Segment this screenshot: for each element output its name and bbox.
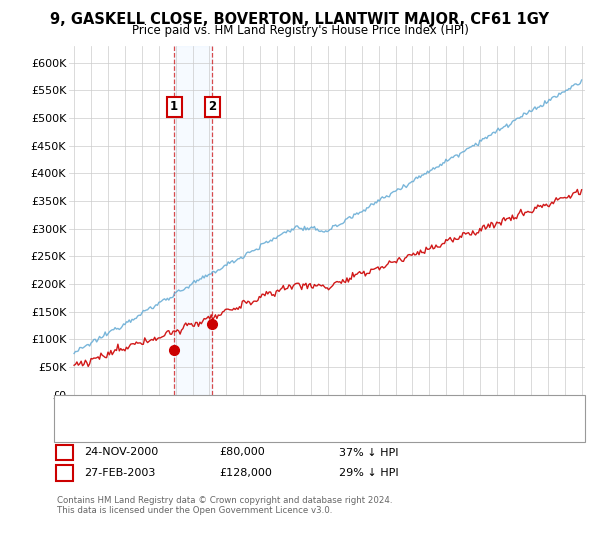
Text: 9, GASKELL CLOSE, BOVERTON, LLANTWIT MAJOR, CF61 1GY: 9, GASKELL CLOSE, BOVERTON, LLANTWIT MAJ… (50, 12, 550, 27)
Text: 2: 2 (61, 468, 68, 478)
Text: 37% ↓ HPI: 37% ↓ HPI (339, 447, 398, 458)
Text: 1: 1 (61, 447, 68, 458)
Text: 1: 1 (170, 100, 178, 114)
Text: Contains HM Land Registry data © Crown copyright and database right 2024.
This d: Contains HM Land Registry data © Crown c… (57, 496, 392, 515)
Text: 9, GASKELL CLOSE, BOVERTON, LLANTWIT MAJOR, CF61 1GY (detached house): 9, GASKELL CLOSE, BOVERTON, LLANTWIT MAJ… (93, 404, 478, 414)
Text: 27-FEB-2003: 27-FEB-2003 (84, 468, 155, 478)
Text: 24-NOV-2000: 24-NOV-2000 (84, 447, 158, 458)
Text: 2: 2 (208, 100, 217, 114)
Bar (174, 46, 212, 395)
Text: £80,000: £80,000 (219, 447, 265, 458)
Text: 29% ↓ HPI: 29% ↓ HPI (339, 468, 398, 478)
Text: Price paid vs. HM Land Registry's House Price Index (HPI): Price paid vs. HM Land Registry's House … (131, 24, 469, 37)
Text: £128,000: £128,000 (219, 468, 272, 478)
Text: HPI: Average price, detached house, Vale of Glamorgan: HPI: Average price, detached house, Vale… (93, 423, 364, 433)
